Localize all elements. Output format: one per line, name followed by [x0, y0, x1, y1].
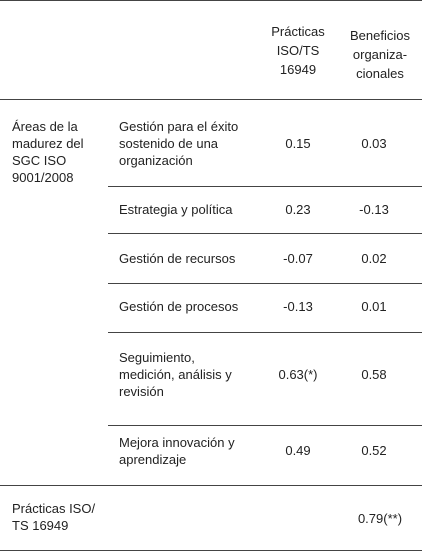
row-label: Gestión de recursos	[119, 251, 236, 266]
row-divider	[108, 283, 422, 284]
section-label-practicas: Prácticas ISO/ TS 16949	[12, 501, 96, 533]
value-beneficios: 0.02	[361, 251, 387, 266]
value-beneficios: 0.52	[361, 443, 387, 458]
column-header-practicas: Prácticas ISO/TS 16949	[271, 24, 325, 77]
value-practicas: -0.13	[283, 299, 313, 314]
value-beneficios: 0.01	[361, 299, 387, 314]
row-divider	[108, 186, 422, 187]
section-label-areas: Áreas de la madurez del SGC ISO 9001/200…	[12, 119, 84, 185]
header-rule	[0, 99, 422, 100]
row-divider	[108, 233, 422, 234]
row-label: Gestión de procesos	[119, 299, 239, 314]
value-practicas: 0.49	[285, 443, 311, 458]
section-rule	[0, 485, 422, 486]
row-label: Seguimiento, medición, análisis y revisi…	[119, 350, 232, 399]
value-practicas: 0.23	[285, 202, 311, 217]
column-header-beneficios: Beneficios organiza- cionales	[350, 28, 410, 81]
row-divider	[108, 332, 422, 333]
value-beneficios: -0.13	[359, 202, 389, 217]
row-label: Mejora innovación y aprendizaje	[119, 435, 235, 467]
row-label: Estrategia y política	[119, 202, 233, 217]
row-divider	[108, 425, 422, 426]
value-practicas: 0.63(*)	[278, 367, 318, 382]
value-beneficios: 0.79(**)	[357, 511, 403, 526]
value-beneficios: 0.58	[361, 367, 387, 382]
value-beneficios: 0.03	[361, 136, 387, 151]
value-practicas: 0.15	[285, 136, 311, 151]
bottom-rule	[0, 550, 422, 551]
top-rule	[0, 0, 422, 1]
row-label: Gestión para el éxito sostenido de una o…	[119, 119, 239, 168]
value-practicas: -0.07	[283, 251, 313, 266]
